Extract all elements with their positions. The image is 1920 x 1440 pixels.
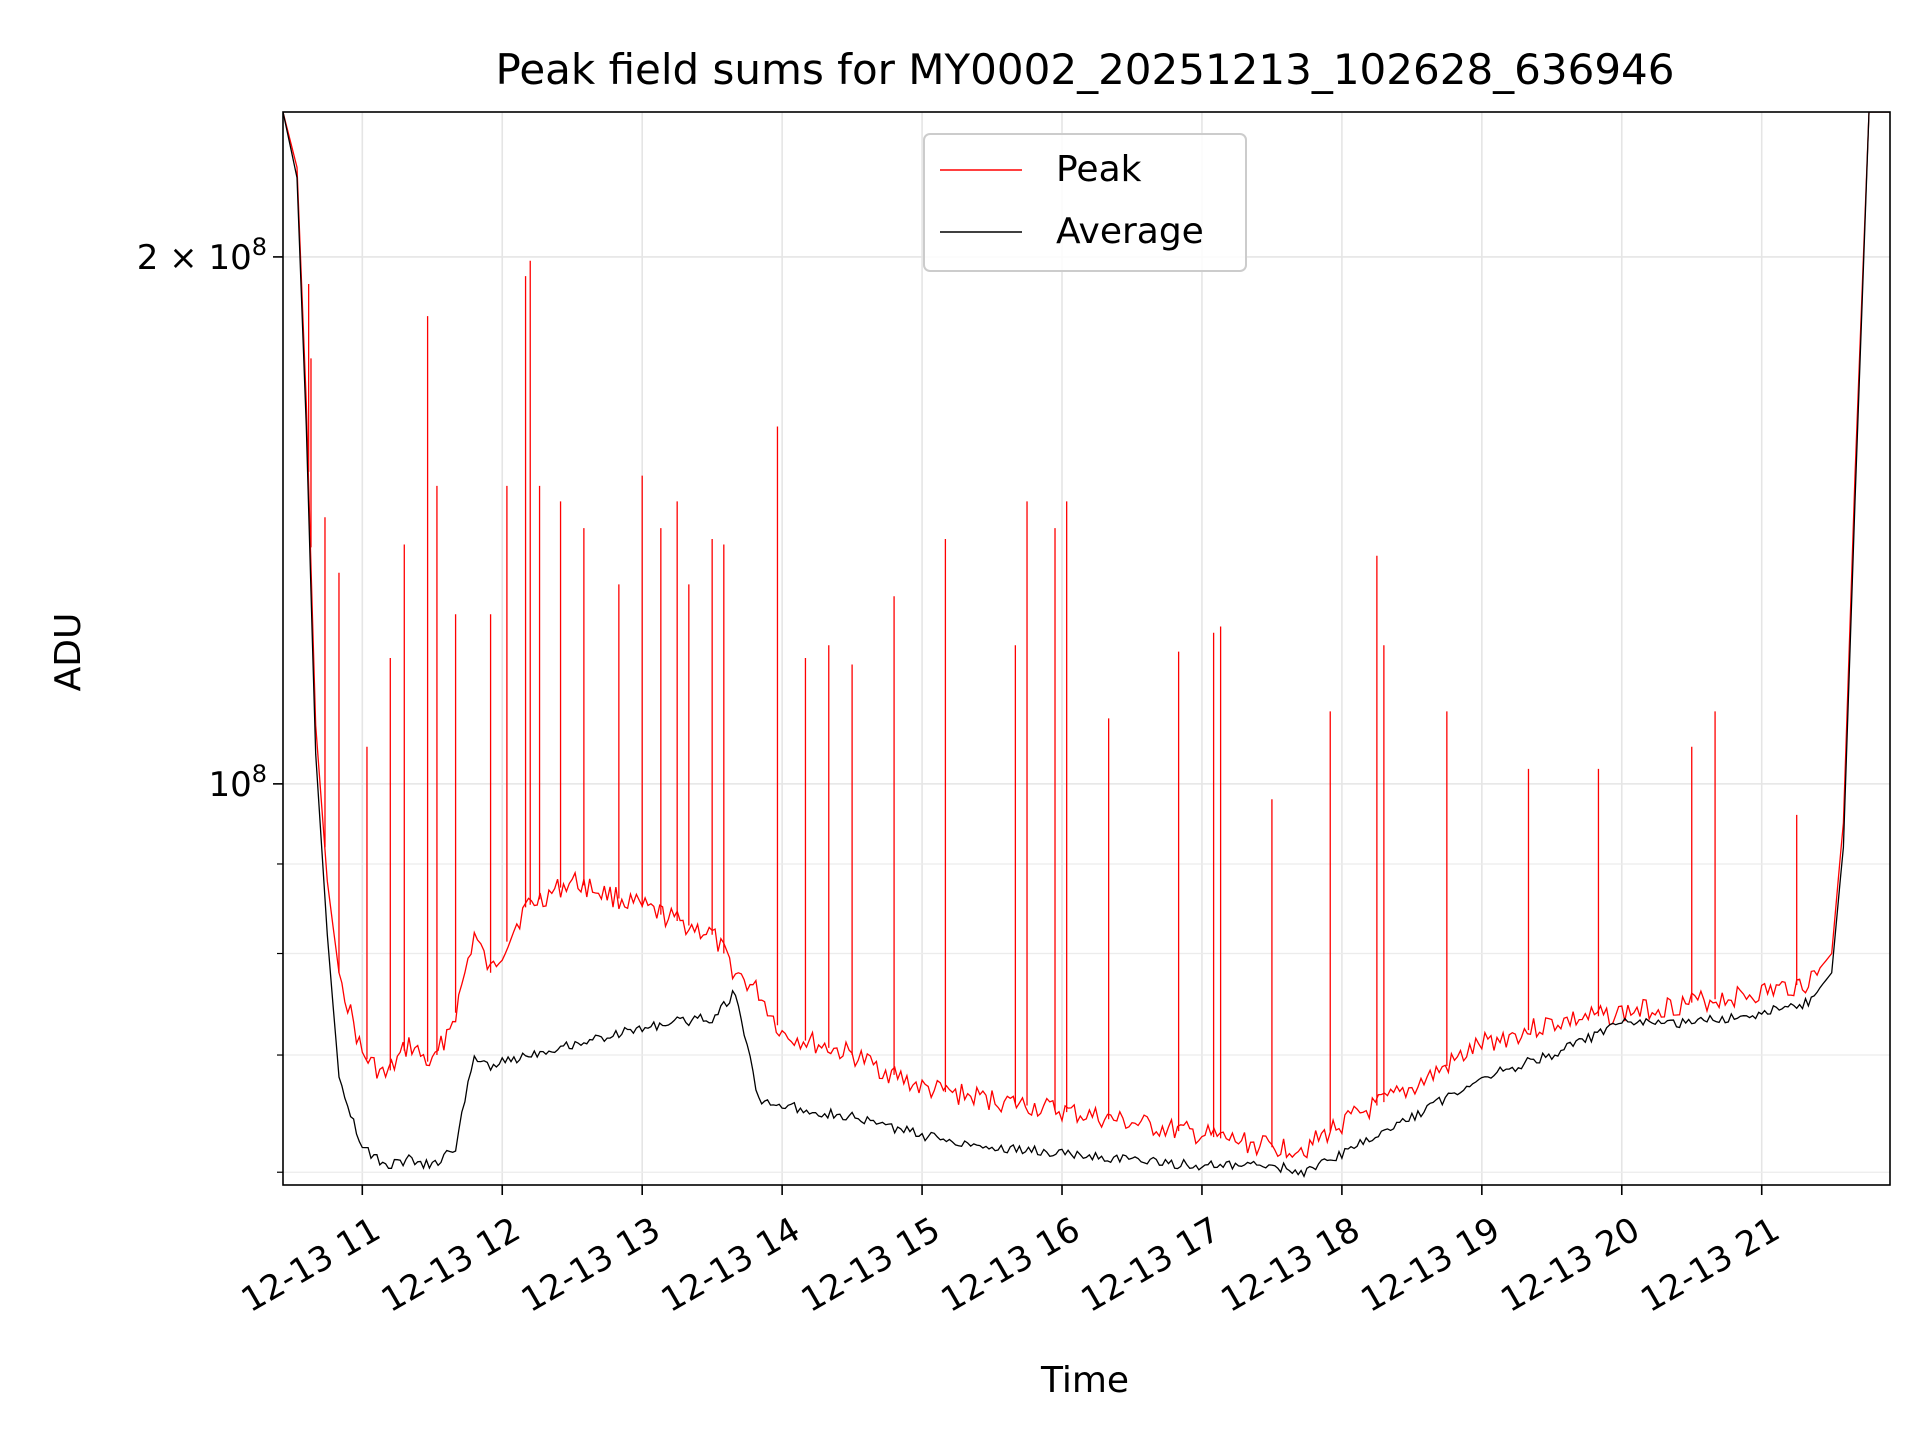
plot-frame	[282, 111, 1891, 1186]
series-line-peak	[283, 112, 1890, 1159]
legend-average-label: Average	[1056, 211, 1204, 252]
y-axis: 108 2 × 108	[137, 233, 283, 1173]
y-axis-label: ADU	[48, 613, 89, 692]
series-layer	[283, 112, 1890, 1178]
series-line-average	[283, 112, 1890, 1178]
legend-box	[923, 133, 1247, 272]
legend-peak-label: Peak	[1056, 149, 1142, 190]
x-axis-label: Time	[1040, 1360, 1129, 1401]
y-tick-label: 2 × 108	[137, 233, 267, 278]
y-tick-label: 108	[208, 760, 267, 805]
legend: Peak Average	[923, 133, 1247, 272]
chart-title: Peak field sums for MY0002_20251213_1026…	[495, 45, 1674, 94]
